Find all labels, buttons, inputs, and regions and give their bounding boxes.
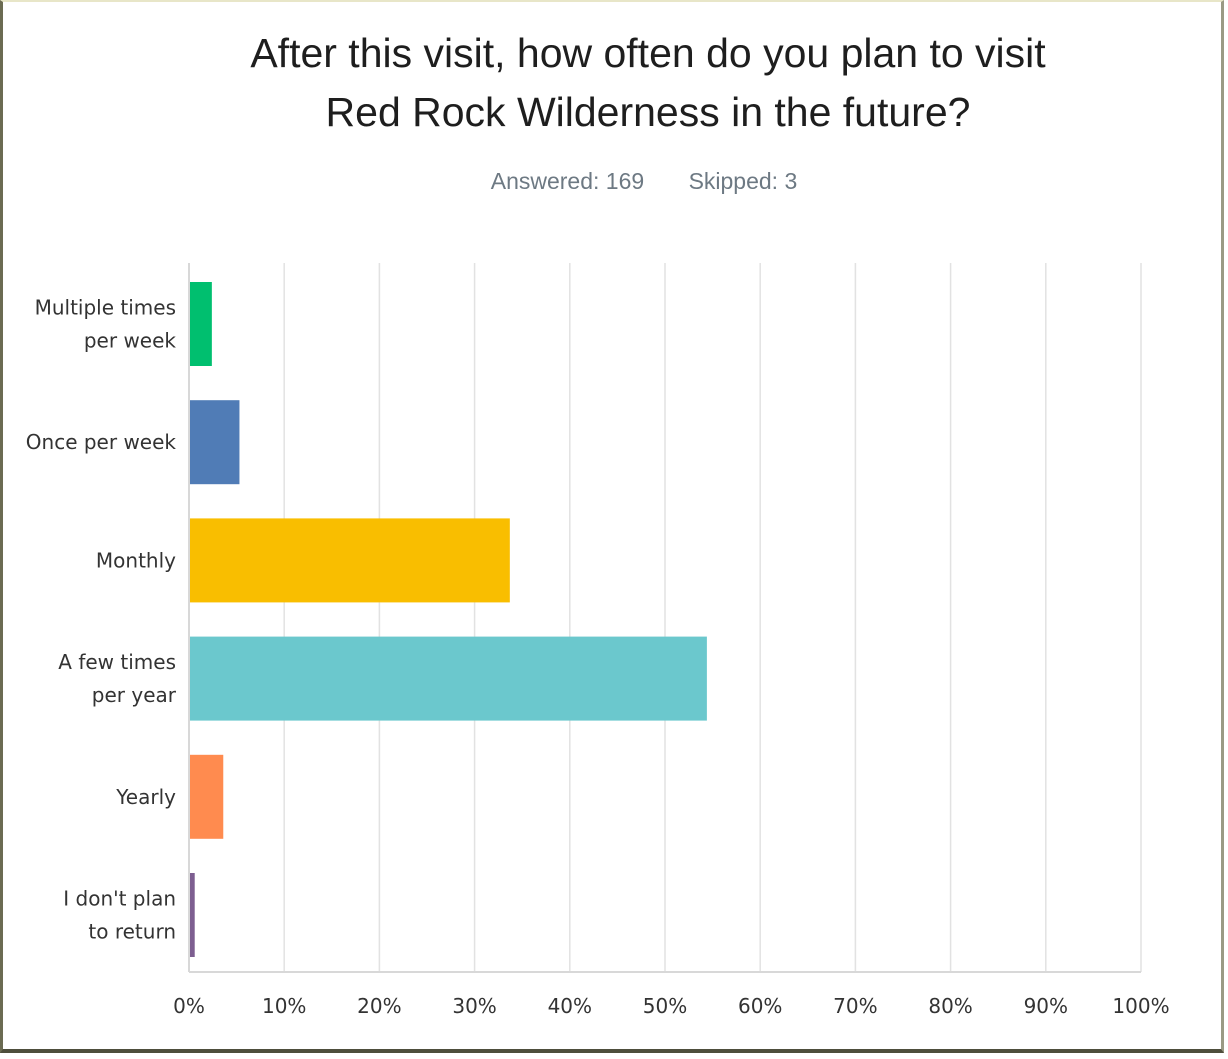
category-label-0: Multiple times per week (35, 296, 177, 353)
x-tick-label-100: 100% (1112, 994, 1169, 1018)
x-tick-label-50: 50% (643, 994, 687, 1018)
category-label-5: I don't plan to return (63, 887, 176, 944)
category-label-4: Yearly (115, 785, 176, 809)
x-tick-label-0: 0% (173, 994, 205, 1018)
category-label-1: Once per week (26, 430, 177, 454)
x-tick-label-20: 20% (357, 994, 401, 1018)
category-label-2: Monthly (96, 548, 176, 572)
chart-title: After this visit, how often do you plan … (3, 24, 1228, 142)
bar-4 (189, 754, 224, 839)
answered-count: Answered: 169 (490, 168, 645, 194)
bar-1 (189, 400, 240, 485)
chart-title-line-2: Red Rock Wilderness in the future? (325, 89, 971, 135)
bar-2 (189, 518, 510, 603)
bar-3 (189, 636, 707, 721)
x-tick-label-90: 90% (1024, 994, 1068, 1018)
chart-title-line-1: After this visit, how often do you plan … (250, 30, 1046, 76)
x-tick-label-80: 80% (928, 994, 972, 1018)
x-tick-label-30: 30% (452, 994, 496, 1018)
x-tick-label-40: 40% (548, 994, 592, 1018)
bar-5 (189, 873, 195, 957)
x-tick-label-10: 10% (262, 994, 306, 1018)
bar-0 (189, 282, 212, 366)
category-label-3: A few times per year (58, 650, 176, 707)
x-tick-label-70: 70% (833, 994, 877, 1018)
skipped-count: Skipped: 3 (688, 168, 798, 194)
x-tick-label-60: 60% (738, 994, 782, 1018)
response-stats: Answered: 169 Skipped: 3 (3, 168, 1228, 195)
